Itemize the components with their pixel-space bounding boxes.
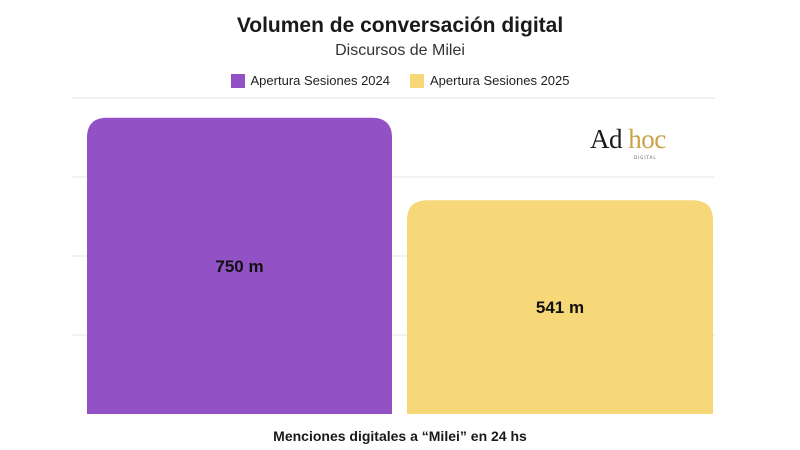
logo-part-hoc: hoc (628, 124, 666, 154)
legend-swatch-2025 (410, 73, 424, 88)
adhoc-logo: Ad hoc (590, 124, 666, 155)
legend-item-2024: Apertura Sesiones 2024 (230, 73, 390, 88)
legend: Apertura Sesiones 2024 Apertura Sesiones… (0, 73, 800, 88)
logo-subtext: DIGITAL (634, 155, 657, 160)
legend-label-2024: Apertura Sesiones 2024 (250, 73, 390, 88)
x-axis-label: Menciones digitales a “Milei” en 24 hs (273, 428, 527, 444)
bar-2024 (87, 117, 392, 414)
data-label-2025: 541 m (536, 298, 584, 317)
bar-2025 (407, 200, 713, 414)
data-label-2024: 750 m (215, 257, 263, 276)
logo-part-ad: Ad (590, 124, 623, 154)
legend-item-2025: Apertura Sesiones 2025 (410, 73, 569, 88)
legend-swatch-2024 (230, 73, 245, 88)
chart-title: Volumen de conversación digital (236, 14, 564, 37)
legend-label-2025: Apertura Sesiones 2025 (430, 73, 570, 88)
chart-subtitle: Discursos de Milei (335, 42, 465, 59)
